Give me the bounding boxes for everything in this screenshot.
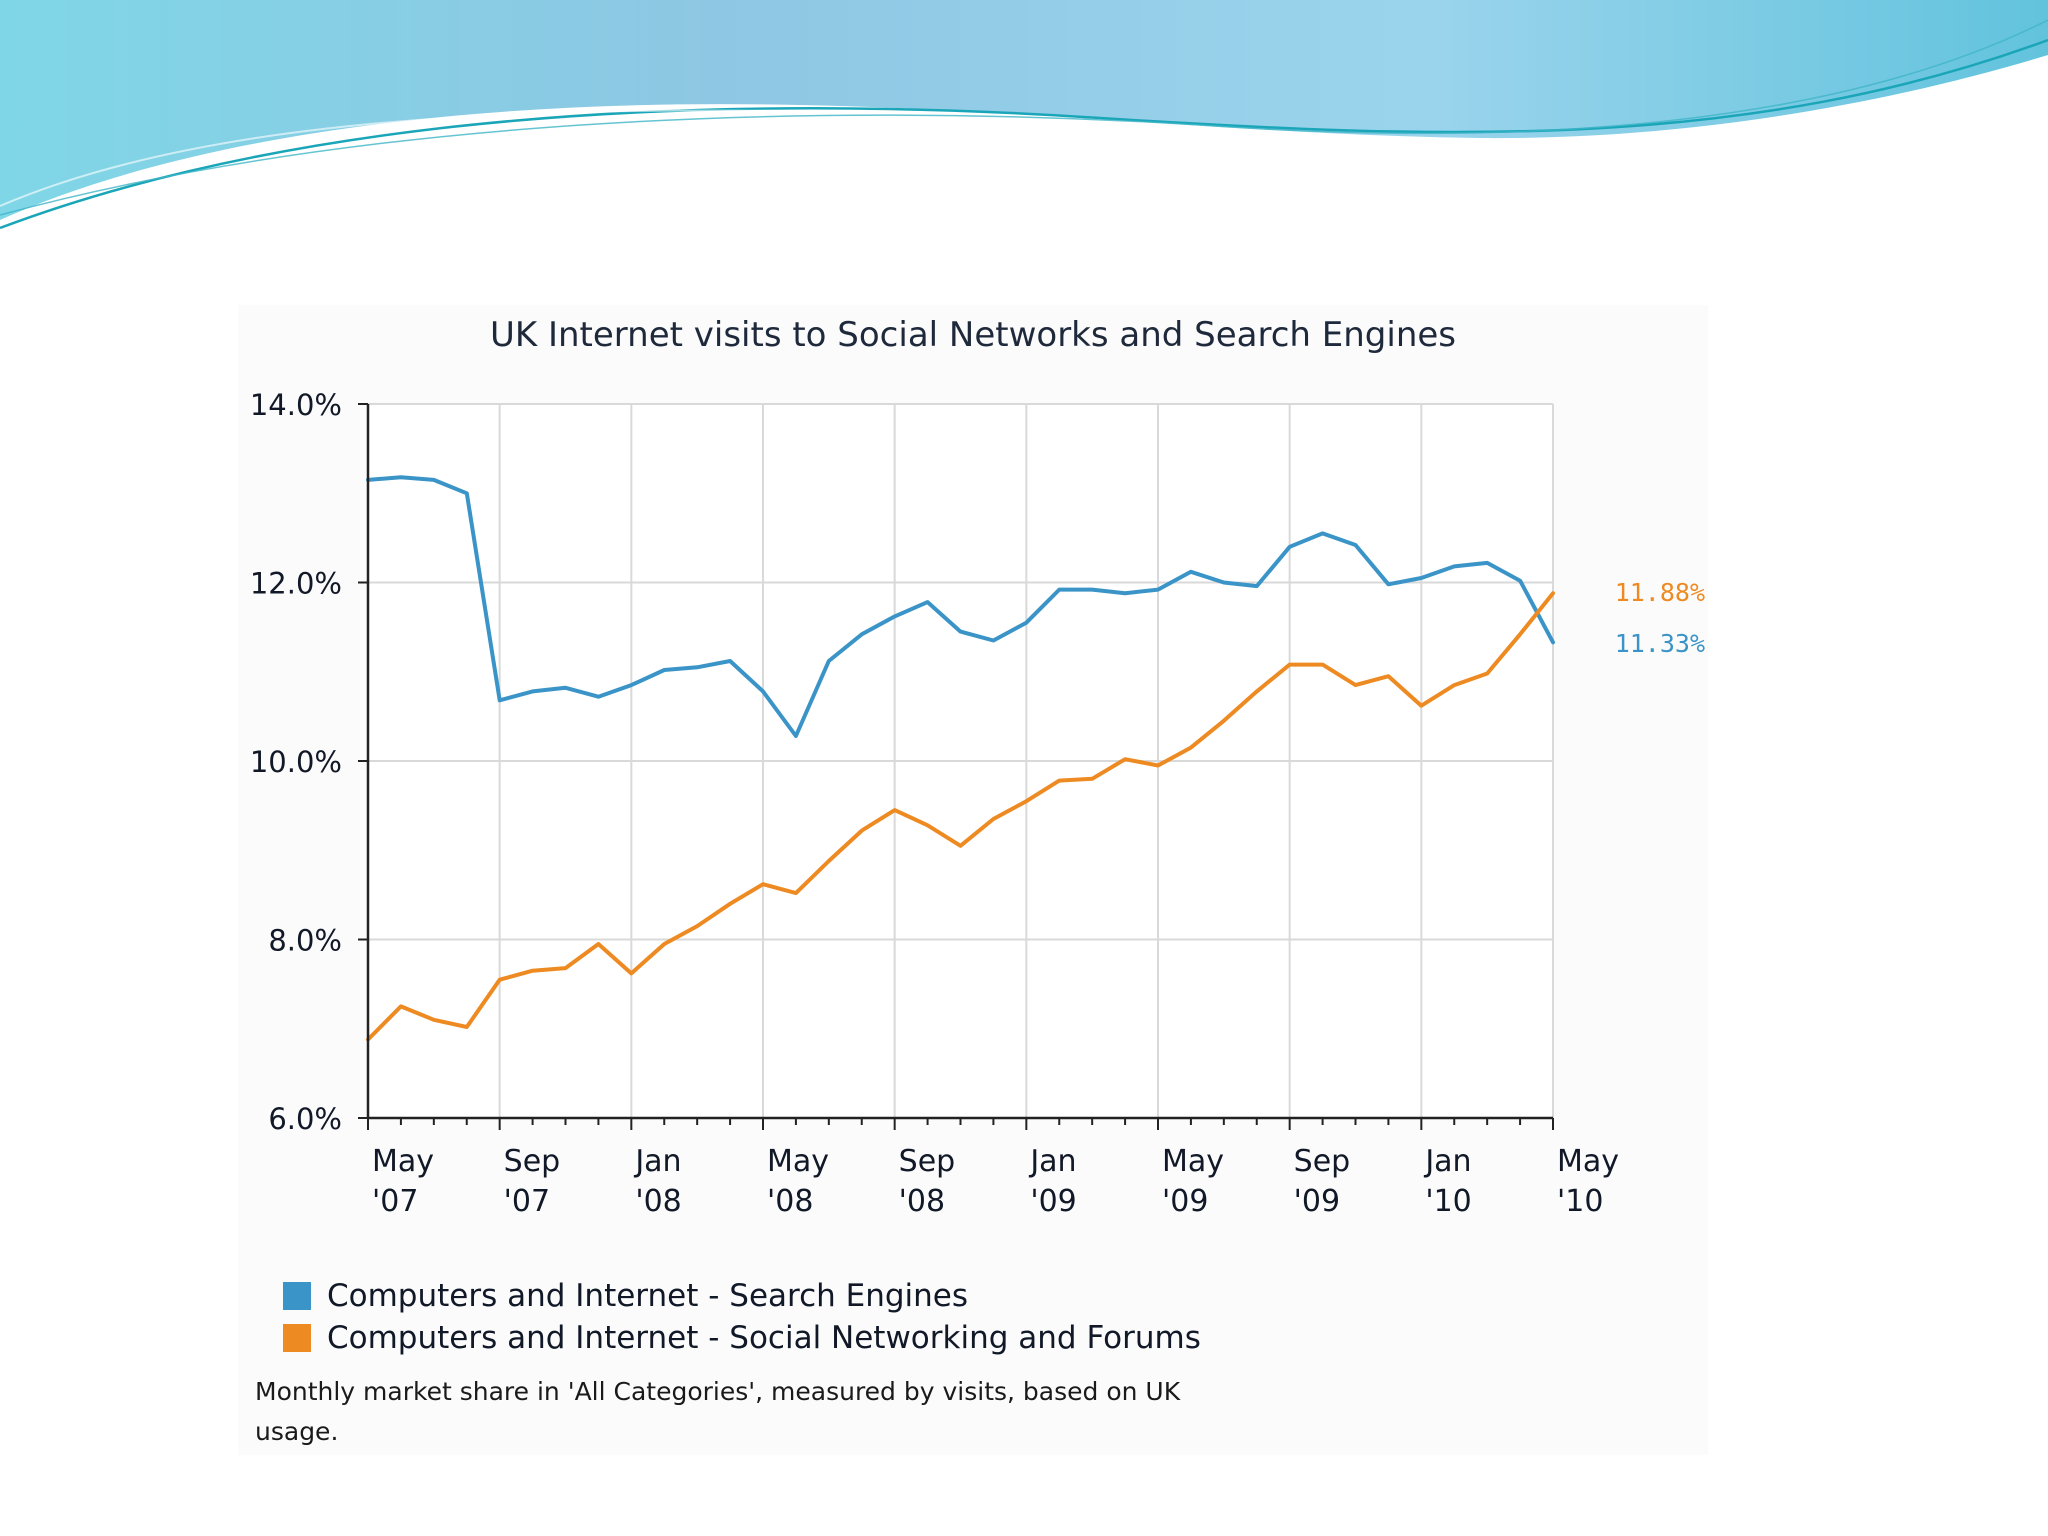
x-tick-label-month: May [1162,1144,1224,1179]
legend-item-search-engines: Computers and Internet - Search Engines [283,1276,968,1316]
y-tick-label: 12.0% [250,567,342,601]
x-tick-label-year: '10 [1557,1184,1603,1219]
x-tick-label-month: Sep [1294,1144,1351,1179]
y-tick-label: 10.0% [250,745,342,779]
x-tick-label-month: Jan [1423,1144,1471,1179]
end-label-search-engines: 11.33% [1615,629,1705,658]
slide-wave-decoration [0,0,2048,230]
x-tick-label-month: Jan [633,1144,681,1179]
x-tick-label-year: '09 [1030,1184,1076,1219]
y-tick-label: 8.0% [268,924,342,958]
legend-swatch-social-networking [283,1324,311,1352]
x-tick-label-month: May [1557,1144,1619,1179]
x-tick-label-month: May [767,1144,829,1179]
x-tick-label-year: '08 [635,1184,681,1219]
x-tick-label-month: Jan [1028,1144,1076,1179]
legend-swatch-search-engines [283,1282,311,1310]
chart-caption: Monthly market share in 'All Categories'… [255,1377,1181,1446]
end-label-social-networking: 11.88% [1615,578,1705,607]
legend-item-social-networking: Computers and Internet - Social Networki… [283,1318,1201,1358]
series-line-social-networking [366,591,1555,1042]
y-tick-label: 6.0% [268,1102,342,1136]
x-tick-label-year: '10 [1425,1184,1471,1219]
x-tick-label-month: May [372,1144,434,1179]
x-tick-label-year: '09 [1294,1184,1340,1219]
legend-label-search-engines: Computers and Internet - Search Engines [327,1278,969,1314]
x-tick-label-year: '07 [504,1184,550,1219]
legend-label-social-networking: Computers and Internet - Social Networki… [327,1320,1201,1356]
x-tick-label-month: Sep [899,1144,956,1179]
y-tick-label: 14.0% [250,388,342,422]
x-tick-label-month: Sep [504,1144,561,1179]
x-tick-label-year: '08 [899,1184,945,1219]
chart-title: UK Internet visits to Social Networks an… [490,315,1456,355]
x-tick-label-year: '08 [767,1184,813,1219]
x-tick-label-year: '07 [372,1184,418,1219]
series-line-search-engines [366,475,1555,738]
x-tick-label-year: '09 [1162,1184,1208,1219]
